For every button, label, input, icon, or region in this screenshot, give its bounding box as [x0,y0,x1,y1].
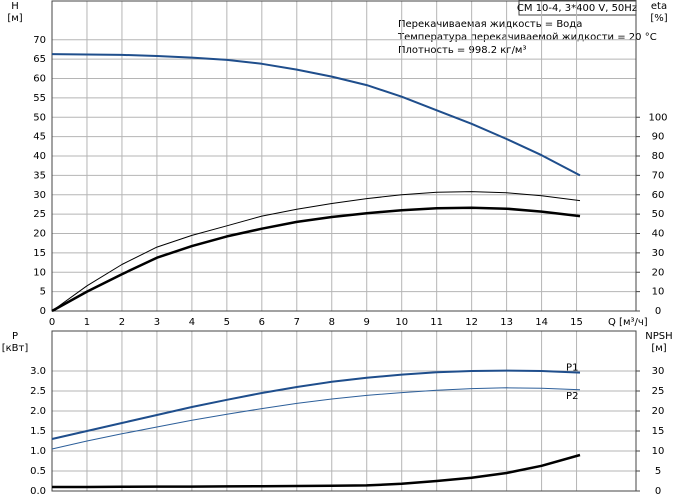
x-tick-label: 15 [570,317,583,328]
y2-tick-label: 0 [655,486,661,497]
y2-axis-unit: [%] [650,13,667,24]
x-tick-label: 3 [154,317,160,328]
y2-tick-label: 10 [652,287,665,298]
y-axis-label: P [12,331,18,342]
y2-axis-unit: [м] [651,343,666,354]
y2-tick-label: 20 [652,267,665,278]
y-tick-label: 1.0 [30,446,46,457]
y2-tick-label: 0 [655,306,661,317]
y-tick-label: 2.5 [30,386,46,397]
y2-tick-label: 40 [652,229,665,240]
y2-tick-label: 80 [652,151,665,162]
y2-tick-label: 60 [652,190,665,201]
y-tick-label: 40 [33,151,46,162]
y-tick-label: 70 [33,35,46,46]
x-tick-label: 8 [329,317,335,328]
x-axis-label: Q [м³/ч] [608,317,648,328]
y2-tick-label: 10 [652,446,665,457]
x-tick-label: 10 [395,317,408,328]
x-tick-label: 12 [465,317,478,328]
y-tick-label: 55 [33,93,46,104]
annotation: Плотность = 998.2 кг/м³ [398,45,527,56]
x-tick-label: 14 [535,317,548,328]
y-tick-label: 45 [33,132,46,143]
y2-axis-label: NPSH [645,331,672,342]
series-line [51,53,581,177]
series-line [51,387,581,450]
y2-tick-label: 100 [648,112,667,123]
x-tick-label: 5 [224,317,230,328]
series-line [51,191,581,312]
series-line [51,206,581,313]
y-tick-label: 60 [33,74,46,85]
annotation: Температура перекачиваемой жидкости = 20… [397,32,657,43]
series-label: P2 [566,391,578,402]
plot-frame [51,0,637,312]
y-tick-label: 15 [33,248,46,259]
y2-tick-label: 25 [652,386,665,397]
y2-tick-label: 30 [652,366,665,377]
x-tick-label: 2 [119,317,125,328]
y2-tick-label: 5 [655,466,661,477]
y-tick-label: 2.0 [30,406,46,417]
series-label: P1 [566,363,578,374]
plot-frame [51,330,637,492]
x-tick-label: 1 [84,317,90,328]
x-tick-label: 13 [500,317,513,328]
y-axis-label: H [11,1,19,12]
y-tick-label: 1.5 [30,426,46,437]
x-tick-label: 0 [49,317,55,328]
y-axis-unit: [м] [7,13,22,24]
y-tick-label: 0.5 [30,466,46,477]
y-tick-label: 5 [40,287,46,298]
x-tick-label: 9 [364,317,370,328]
y-tick-label: 3.0 [30,366,46,377]
x-tick-label: 7 [294,317,300,328]
y-tick-label: 10 [33,267,46,278]
y2-tick-label: 30 [652,248,665,259]
series-line [51,369,581,440]
x-tick-label: 6 [259,317,265,328]
series-line [52,453,581,489]
y2-tick-label: 15 [652,426,665,437]
y-tick-label: 50 [33,112,46,123]
y-tick-label: 30 [33,190,46,201]
y2-tick-label: 90 [652,132,665,143]
x-tick-label: 11 [430,317,443,328]
x-tick-label: 4 [189,317,195,328]
y-tick-label: 35 [33,170,46,181]
y-axis-unit: [кВт] [2,343,29,354]
y-tick-label: 20 [33,229,46,240]
y-tick-label: 25 [33,209,46,220]
y-tick-label: 65 [33,54,46,65]
y2-tick-label: 20 [652,406,665,417]
y2-tick-label: 50 [652,209,665,220]
y2-axis-label: eta [651,1,667,12]
annotation: Перекачиваемая жидкость = Вода [398,19,582,30]
y2-tick-label: 70 [652,170,665,181]
y-tick-label: 0 [40,306,46,317]
y-tick-label: 0.0 [30,486,46,497]
